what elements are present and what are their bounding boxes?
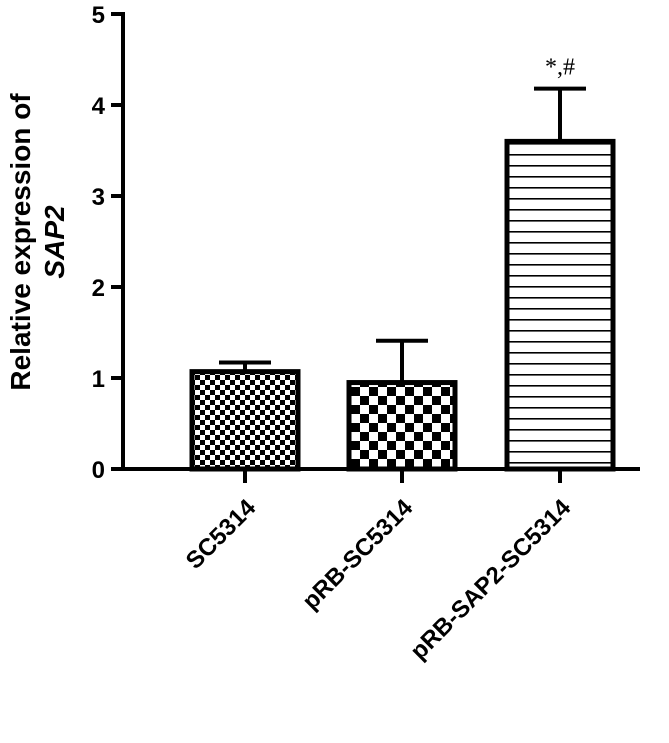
y-axis-label: Relative expression of: [5, 93, 36, 391]
y-tick-label: 0: [92, 457, 105, 484]
x-tick-label: pRB-SC5314: [297, 494, 418, 615]
y-tick-label: 1: [92, 366, 105, 393]
y-ticks: 0 1 2 3 4 5: [92, 2, 123, 484]
y-tick-label: 4: [92, 93, 106, 120]
bar-prb-sc5314: [346, 380, 458, 472]
bar-prb-sap2-sc5314: [504, 138, 616, 472]
bar-sc5314: [189, 369, 301, 472]
y-tick-label: 2: [92, 275, 105, 302]
x-tick-label: pRB-SAP2-SC5314: [405, 494, 576, 665]
significance-label: *,#: [545, 55, 575, 81]
y-tick-label: 5: [92, 2, 105, 29]
x-tick-label: SC5314: [181, 494, 262, 575]
y-axis-title: Relative expression of SAP2: [5, 93, 70, 391]
y-axis-label-italic: SAP2: [39, 205, 70, 279]
bars: *,#: [189, 55, 616, 472]
y-tick-label: 3: [92, 184, 105, 211]
